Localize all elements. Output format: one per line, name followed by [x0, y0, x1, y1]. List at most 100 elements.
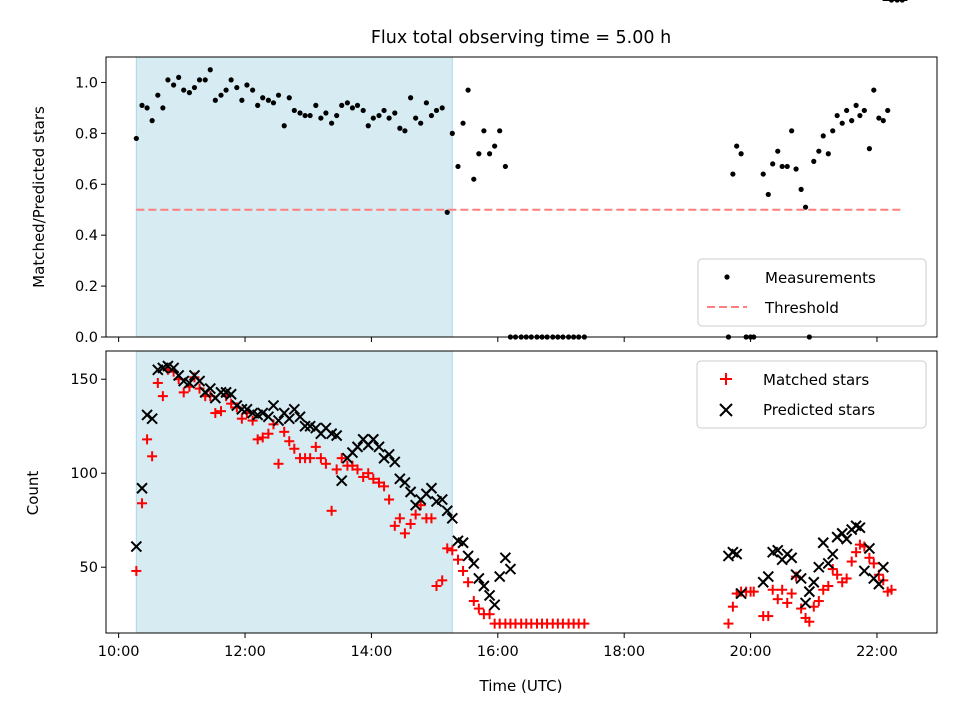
predicted-stars-point: [808, 576, 820, 588]
measurement-point: [339, 102, 345, 108]
predicted-stars-point: [772, 544, 784, 556]
predicted-stars-point: [813, 561, 825, 573]
measurement-point: [465, 87, 471, 93]
predicted-stars-point: [404, 486, 417, 498]
matched-stars-point: [782, 597, 793, 608]
predicted-stars-point: [167, 362, 180, 374]
predicted-stars-point: [183, 377, 196, 389]
measurement-point: [386, 115, 392, 121]
predicted-stars-point: [473, 572, 485, 585]
measurement-point: [260, 95, 266, 101]
legend-label-matched: Matched stars: [763, 371, 869, 389]
matched-stars-point: [289, 443, 300, 454]
predicted-stars-point: [488, 599, 501, 611]
predicted-stars-point: [441, 505, 453, 517]
measurement-point: [297, 110, 303, 116]
matched-stars-point: [273, 458, 284, 469]
measurement-point: [218, 92, 224, 98]
measurement-point: [186, 90, 193, 96]
matched-stars-point: [484, 609, 495, 620]
matched-stars-point: [284, 436, 295, 447]
matched-stars-point: [252, 434, 263, 445]
predicted-stars-point: [330, 429, 343, 442]
predicted-stars-point: [236, 403, 248, 415]
measurement-point: [239, 97, 245, 103]
matched-stars-point: [257, 432, 268, 443]
measurement-point: [802, 204, 809, 210]
measurement-point: [476, 151, 482, 157]
legend-label-predicted: Predicted stars: [763, 401, 875, 419]
measurement-point: [734, 143, 740, 149]
measurement-point: [765, 191, 771, 198]
measurement-point: [738, 151, 744, 157]
predicted-stars-point: [389, 456, 401, 468]
predicted-stars-point: [795, 572, 807, 585]
matched-stars-point: [157, 391, 168, 402]
ratio-panel-ylabel: Matched/Predicted stars: [30, 106, 48, 288]
matched-stars-point: [854, 539, 865, 550]
predicted-stars-point: [817, 537, 829, 549]
matched-stars-point: [336, 453, 347, 464]
observing-span-shade: [135, 56, 453, 338]
predicted-stars-point: [877, 561, 889, 573]
matched-stars-point: [458, 565, 469, 576]
matched-stars-point: [772, 594, 783, 605]
measurement-point: [313, 102, 319, 108]
measurement-point: [857, 112, 863, 119]
matched-stars-point: [886, 584, 897, 595]
x-tick-label: 10:00: [98, 644, 140, 660]
matched-stars-point: [399, 528, 410, 539]
matched-stars-point: [804, 616, 815, 627]
measurement-point: [191, 84, 198, 91]
measurement-point: [779, 163, 785, 170]
y-tick-label: 100: [70, 466, 98, 482]
matched-stars-point: [368, 473, 379, 484]
x-tick-label: 14:00: [351, 644, 393, 660]
y-tick-label: 0.6: [75, 177, 98, 193]
measurement-point: [418, 120, 424, 126]
matched-stars-point: [315, 453, 326, 464]
predicted-stars-point: [146, 412, 158, 425]
matched-stars-point: [579, 618, 590, 629]
measurement-point: [492, 143, 498, 149]
x-tick-label: 20:00: [730, 644, 772, 660]
predicted-stars-point: [193, 375, 206, 387]
y-tick-label: 50: [80, 560, 98, 576]
count-panel-ylabel: Count: [24, 471, 42, 516]
matched-stars-point: [777, 584, 788, 595]
matched-stars-point: [851, 547, 862, 558]
measurement-point: [376, 112, 382, 119]
predicted-stars-point: [483, 589, 496, 602]
measurement-point: [880, 118, 886, 124]
predicted-stars-point: [215, 386, 227, 399]
matched-stars-point: [723, 618, 734, 629]
legend-marker-matched: [720, 373, 732, 385]
matched-stars-point: [468, 596, 479, 607]
y-tick-label: 0.8: [75, 126, 98, 142]
measurement-point: [139, 102, 145, 108]
measurement-point: [433, 107, 440, 114]
matched-stars-point: [147, 451, 158, 462]
predicted-stars-point: [803, 585, 816, 598]
predicted-stars-point: [799, 597, 812, 609]
measurement-point: [144, 105, 150, 111]
matched-stars-point: [263, 428, 274, 439]
measurement-point: [760, 171, 766, 177]
measurement-point: [793, 166, 799, 172]
matched-stars-point: [152, 377, 163, 388]
measurement-point: [798, 186, 804, 192]
count-panel-legend: Matched stars Predicted stars: [696, 360, 927, 429]
matched-stars-point: [415, 500, 426, 511]
matched-stars-point: [748, 586, 759, 597]
matched-stars-point: [305, 453, 316, 464]
matched-stars-point: [384, 494, 395, 505]
predicted-stars-point: [462, 550, 474, 562]
measurement-point: [250, 87, 256, 93]
matched-stars-point: [358, 471, 369, 482]
measurement-point: [223, 87, 229, 93]
matched-stars-point: [142, 434, 153, 445]
matched-stars-point: [389, 520, 400, 531]
measurement-point: [849, 118, 855, 124]
measurement-point: [428, 112, 435, 119]
measurement-point: [349, 105, 356, 111]
